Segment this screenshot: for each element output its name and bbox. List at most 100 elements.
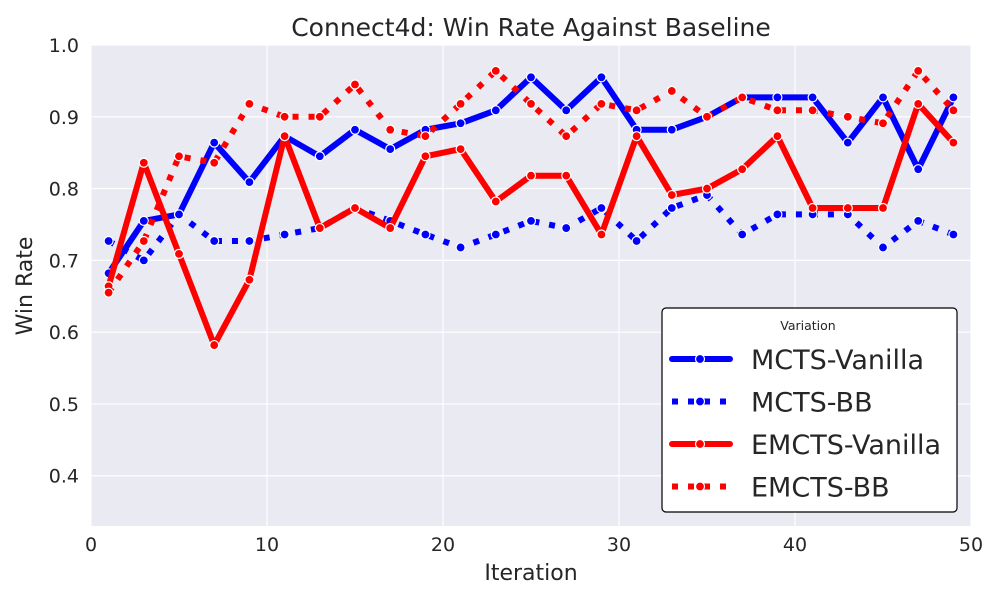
data-point <box>314 151 325 162</box>
data-point <box>420 131 431 142</box>
data-point <box>666 85 677 97</box>
legend-swatch-marker <box>694 396 706 407</box>
series-emcts-vanilla <box>103 98 959 351</box>
x-axis-label: Iteration <box>484 561 577 586</box>
data-point <box>913 98 924 109</box>
tick-labels: 0 10 20 30 40 50 0.4 0.5 0.6 0.7 0.8 0.9 1.0 <box>49 35 983 556</box>
data-point <box>666 189 677 201</box>
y-tick-label: 0.4 <box>49 466 79 488</box>
data-point <box>561 131 572 142</box>
data-point <box>561 222 572 234</box>
y-tick-label: 1.0 <box>49 35 79 57</box>
legend-label: MCTS-Vanilla <box>751 345 924 376</box>
data-point <box>772 92 783 103</box>
data-point <box>173 151 185 162</box>
data-point <box>455 118 466 129</box>
data-point <box>561 170 572 181</box>
data-point <box>103 287 114 298</box>
data-point <box>913 164 924 175</box>
data-point <box>737 229 748 240</box>
data-point <box>314 111 325 122</box>
data-point <box>420 151 431 162</box>
data-point <box>173 248 185 260</box>
y-tick-label: 0.5 <box>49 394 79 416</box>
data-point <box>244 177 255 188</box>
data-point <box>631 131 642 142</box>
y-tick-label: 0.9 <box>49 107 79 129</box>
data-point <box>561 105 572 116</box>
data-point <box>385 143 396 155</box>
data-point <box>244 235 255 247</box>
data-point <box>349 202 361 214</box>
x-tick-label: 20 <box>431 534 455 556</box>
legend-label: EMCTS-Vanilla <box>751 430 941 461</box>
data-point <box>490 105 501 116</box>
data-point <box>349 124 361 135</box>
data-point <box>631 235 642 247</box>
data-point <box>490 229 501 240</box>
legend-title: Variation <box>780 318 835 333</box>
data-point <box>490 196 501 207</box>
legend-swatch-marker <box>694 438 706 450</box>
data-point <box>420 229 431 240</box>
data-point <box>737 164 748 175</box>
y-tick-label: 0.7 <box>49 250 79 272</box>
data-point <box>913 65 924 76</box>
data-point <box>349 79 361 90</box>
data-point <box>596 202 607 214</box>
data-point <box>631 105 642 116</box>
data-point <box>877 92 889 103</box>
legend-swatch-marker <box>694 353 706 365</box>
y-axis-label: Win Rate <box>13 237 38 336</box>
legend-item: MCTS-BB <box>672 388 873 419</box>
data-point <box>877 202 889 214</box>
data-point <box>279 111 290 122</box>
chart-title: Connect4d: Win Rate Against Baseline <box>291 13 771 42</box>
legend-box <box>661 307 958 513</box>
data-point <box>596 229 607 240</box>
data-point <box>666 202 677 214</box>
legend-item: EMCTS-BB <box>672 473 890 504</box>
data-point <box>244 98 255 109</box>
data-point <box>525 72 537 83</box>
series-layer <box>103 65 959 351</box>
data-point <box>173 209 185 220</box>
data-point <box>948 137 959 148</box>
legend: Variation MCTS-Vanilla MCTS-BB EMCTS-Vanil… <box>661 307 958 513</box>
data-point <box>455 143 466 155</box>
data-point <box>209 235 220 247</box>
legend-item: MCTS-Vanilla <box>669 345 924 376</box>
data-point <box>877 242 889 253</box>
data-point <box>842 202 853 214</box>
data-point <box>525 170 537 181</box>
data-point <box>807 105 818 116</box>
data-point <box>525 98 537 109</box>
data-point <box>138 235 149 247</box>
data-point <box>701 183 713 194</box>
data-point <box>842 137 853 148</box>
data-point <box>948 92 959 103</box>
data-point <box>772 209 783 220</box>
data-point <box>596 72 607 83</box>
data-point <box>772 105 783 116</box>
data-point <box>385 124 396 135</box>
data-point <box>209 339 220 351</box>
legend-item: EMCTS-Vanilla <box>669 430 941 461</box>
data-point <box>772 131 783 142</box>
data-point <box>842 111 853 122</box>
data-point <box>525 215 537 226</box>
data-point <box>314 222 325 234</box>
data-point <box>209 137 220 148</box>
data-point <box>490 65 501 76</box>
legend-label: MCTS-BB <box>751 388 873 419</box>
data-point <box>138 255 149 266</box>
x-tick-label: 50 <box>959 534 983 556</box>
data-point <box>948 105 959 116</box>
data-point <box>666 124 677 135</box>
data-point <box>596 98 607 109</box>
series-emcts-bb <box>103 65 959 298</box>
data-point <box>737 92 748 103</box>
data-point <box>103 235 114 247</box>
legend-label: EMCTS-BB <box>751 473 890 504</box>
